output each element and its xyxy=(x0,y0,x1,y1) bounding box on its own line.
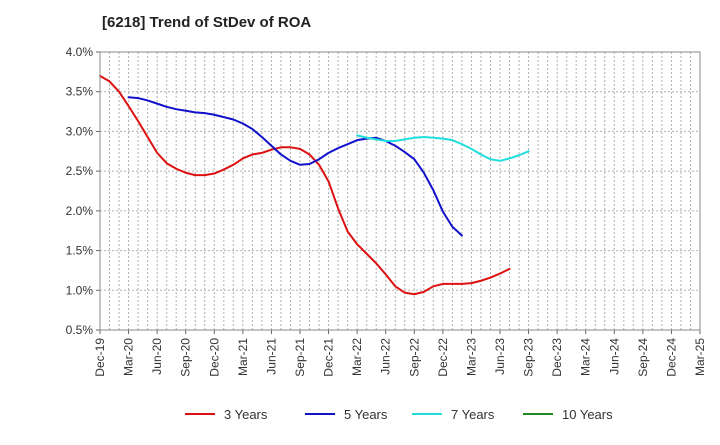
x-tick-label: Dec-21 xyxy=(322,338,336,377)
plot-border xyxy=(99,51,701,331)
y-tick-label: 1.5% xyxy=(66,244,94,258)
y-tick-label: 3.0% xyxy=(66,124,94,138)
x-tick-label: Mar-21 xyxy=(236,338,250,376)
x-tick-label: Jun-21 xyxy=(264,338,278,375)
x-tick-label: Sep-20 xyxy=(179,338,193,377)
y-tick-label: 1.0% xyxy=(66,283,94,297)
legend-label: 5 Years xyxy=(344,407,388,422)
y-tick-label: 3.5% xyxy=(66,85,94,99)
x-tick-label: Sep-22 xyxy=(407,338,421,377)
x-tick-label: Mar-24 xyxy=(579,338,593,376)
y-tick-label: 2.5% xyxy=(66,164,94,178)
legend: 3 Years 5 Years 7 Years 10 Years xyxy=(185,407,613,422)
x-tick-label: Jun-24 xyxy=(607,338,621,375)
x-tick-label: Jun-20 xyxy=(150,338,164,375)
chart-title: [6218] Trend of StDev of ROA xyxy=(102,14,312,31)
plot-frame xyxy=(99,51,701,331)
y-tick-label: 2.0% xyxy=(66,204,94,218)
grid xyxy=(99,51,701,331)
x-tick-label: Dec-20 xyxy=(207,338,221,377)
x-tick-label: Dec-24 xyxy=(664,338,678,377)
legend-label: 10 Years xyxy=(562,407,613,422)
legend-label: 7 Years xyxy=(451,407,495,422)
y-tick-label: 0.5% xyxy=(66,323,94,337)
series-line-7-years xyxy=(356,134,530,162)
y-tick-label: 4.0% xyxy=(66,45,94,59)
x-tick-label: Dec-23 xyxy=(550,338,564,377)
x-tick-label: Mar-23 xyxy=(464,338,478,376)
x-tick-label: Dec-19 xyxy=(93,338,107,377)
x-tick-label: Sep-23 xyxy=(522,338,536,377)
x-tick-label: Jun-22 xyxy=(379,338,393,375)
x-tick-label: Mar-25 xyxy=(693,338,707,376)
x-tick-label: Mar-20 xyxy=(122,338,136,376)
y-axis-ticks: 0.5% 1.0% 1.5% 2.0% 2.5% 3.0% 3.5% 4.0% xyxy=(66,45,100,337)
x-tick-label: Jun-23 xyxy=(493,338,507,375)
x-tick-label: Dec-22 xyxy=(436,338,450,377)
x-tick-label: Sep-21 xyxy=(293,338,307,377)
x-axis-ticks: Dec-19 Mar-20 Jun-20 Sep-20 Dec-20 Mar-21 Jun-… xyxy=(93,330,707,377)
series-line-5-years xyxy=(127,96,463,237)
series-line-3-years xyxy=(99,74,511,296)
x-tick-label: Mar-22 xyxy=(350,338,364,376)
plot-area xyxy=(99,74,530,296)
x-tick-label: Sep-24 xyxy=(636,338,650,377)
legend-label: 3 Years xyxy=(224,407,268,422)
